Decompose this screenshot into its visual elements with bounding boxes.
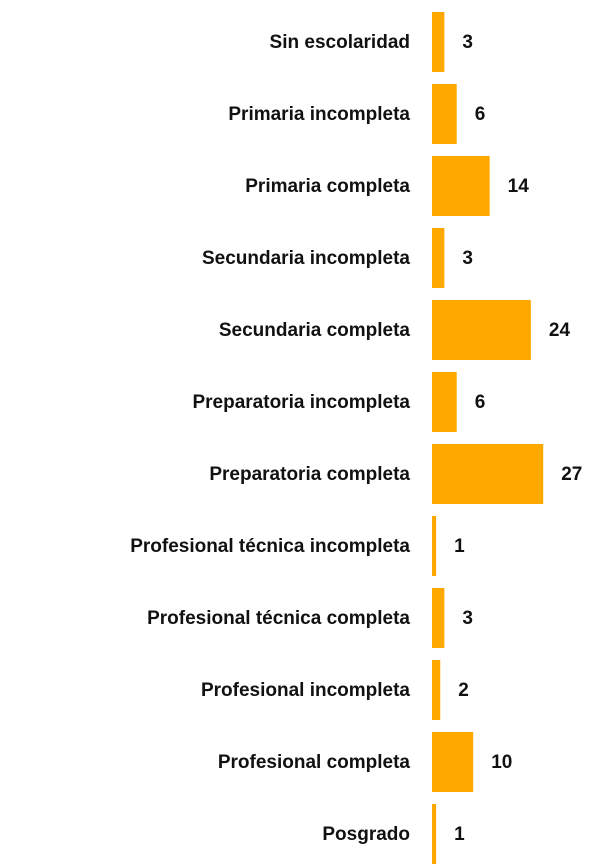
bar: [432, 444, 544, 504]
bar: [432, 12, 445, 72]
category-label: Profesional completa: [218, 752, 411, 773]
bar: [432, 588, 445, 648]
category-label: Primaria completa: [245, 176, 410, 197]
value-label: 27: [561, 464, 582, 485]
value-label: 1: [454, 536, 465, 557]
bar: [432, 84, 457, 144]
category-label: Secundaria completa: [219, 320, 411, 341]
value-label: 3: [462, 32, 473, 53]
category-label: Sin escolaridad: [270, 32, 410, 53]
category-label: Primaria incompleta: [228, 104, 410, 125]
category-label: Profesional técnica completa: [147, 608, 410, 629]
bar: [432, 300, 531, 360]
value-label: 14: [508, 176, 530, 197]
bar: [432, 516, 437, 576]
value-label: 3: [462, 608, 473, 629]
category-label: Profesional técnica incompleta: [130, 536, 410, 557]
value-label: 1: [454, 824, 465, 845]
bar: [432, 156, 490, 216]
category-label: Posgrado: [322, 824, 410, 845]
bar: [432, 372, 457, 432]
value-label: 2: [458, 680, 469, 701]
value-label: 6: [475, 392, 486, 413]
value-label: 6: [475, 104, 486, 125]
value-label: 3: [462, 248, 473, 269]
category-label: Secundaria incompleta: [202, 248, 410, 269]
category-label: Profesional incompleta: [201, 680, 410, 701]
value-label: 10: [491, 752, 512, 773]
category-label: Preparatoria completa: [209, 464, 410, 485]
bar: [432, 660, 441, 720]
bar: [432, 732, 474, 792]
category-label: Preparatoria incompleta: [192, 392, 410, 413]
bar: [432, 804, 437, 864]
value-label: 24: [549, 320, 571, 341]
bar: [432, 228, 445, 288]
